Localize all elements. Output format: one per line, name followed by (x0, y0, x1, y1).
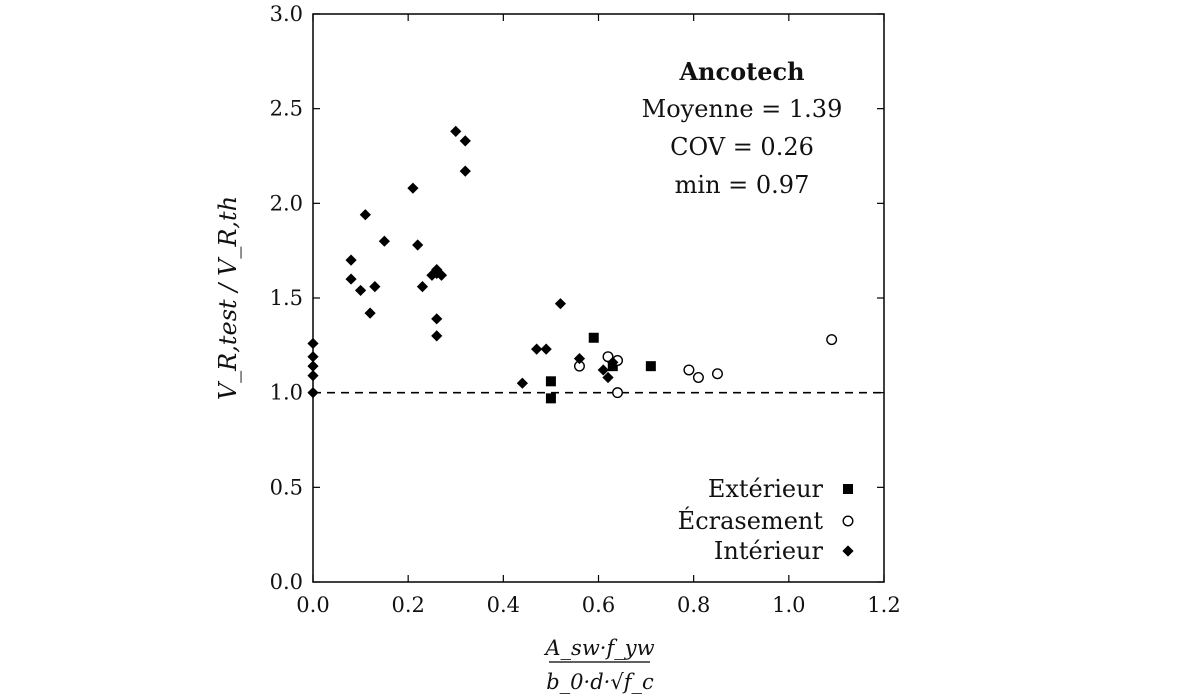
data-point-interieur (531, 343, 543, 355)
x-axis-label-denominator: b_0·d·√f_c (546, 670, 654, 694)
data-point-interieur (359, 209, 371, 221)
x-tick-label: 0.8 (677, 593, 710, 617)
data-point-interieur (516, 377, 528, 389)
stats-title: Ancotech (678, 57, 804, 86)
legend-label-interieur: Intérieur (714, 537, 824, 565)
data-point-interieur (459, 165, 471, 177)
data-point-interieur (369, 281, 381, 293)
axis-ticks: 0.0 0.2 0.4 0.6 0.8 1.0 1.2 0.0 0.5 1.0 1.5 2.0 2.5 3… (270, 2, 901, 617)
data-point-interieur (435, 269, 448, 281)
stats-mean: Moyenne = 1.39 (642, 95, 843, 123)
y-tick-label: 2.0 (270, 191, 303, 215)
data-point-interieur (607, 356, 619, 368)
data-point-interieur (431, 330, 443, 342)
data-point-interieur (354, 284, 367, 297)
y-tick-label: 1.5 (270, 286, 303, 310)
x-axis-label: A_sw·f_yw b_0·d·√f_c (543, 636, 654, 694)
data-point-interieur (407, 182, 419, 194)
data-point-exterieur (545, 393, 556, 404)
data-point-ecrasement (612, 387, 624, 399)
data-point-ecrasement (602, 351, 614, 363)
data-point-ecrasement (826, 334, 838, 346)
y-tick-label: 3.0 (270, 2, 303, 26)
legend-marker-interieur (842, 545, 854, 557)
plot-frame (312, 13, 885, 583)
data-point-interieur (412, 239, 424, 251)
y-axis-label: V_R,test / V_R,th (214, 196, 242, 400)
x-tick-label: 1.2 (867, 593, 900, 617)
x-tick-label: 1.0 (772, 593, 805, 617)
data-point-ecrasement (683, 364, 695, 376)
data-point-interieur (345, 273, 357, 285)
stats-min: min = 0.97 (675, 171, 810, 199)
data-point-interieur (364, 307, 376, 319)
legend-label-exterieur: Extérieur (708, 475, 824, 503)
data-point-interieur (597, 364, 609, 376)
x-tick-label: 0.0 (296, 593, 329, 617)
legend-marker-ecrasement (842, 515, 854, 527)
y-tick-label: 0.5 (270, 475, 303, 499)
y-tick-label: 0.0 (270, 570, 303, 594)
data-point-interieur (450, 125, 462, 137)
y-tick-label: 1.0 (270, 381, 303, 405)
data-point-interieur (573, 352, 586, 365)
stats-annotation: Ancotech Moyenne = 1.39 COV = 0.26 min =… (642, 57, 843, 199)
x-tick-label: 0.4 (487, 593, 520, 617)
data-point-exterieur (645, 361, 656, 372)
data-point-exterieur (588, 332, 599, 343)
x-tick-label: 0.2 (391, 593, 424, 617)
data-point-interieur (459, 135, 471, 147)
data-points (307, 125, 838, 404)
legend-label-ecrasement: Écrasement (678, 506, 824, 535)
data-point-ecrasement (711, 368, 723, 380)
data-point-interieur (602, 371, 614, 384)
stats-cov: COV = 0.26 (670, 133, 814, 161)
data-point-interieur (540, 343, 552, 355)
x-tick-label: 0.6 (582, 593, 615, 617)
data-point-interieur (431, 313, 443, 325)
data-point-ecrasement (692, 372, 704, 384)
data-point-interieur (416, 281, 429, 293)
data-point-interieur (554, 298, 567, 310)
y-tick-label: 2.5 (270, 97, 303, 121)
x-axis-label-numerator: A_sw·f_yw (543, 636, 654, 660)
data-point-interieur (426, 269, 438, 281)
data-point-interieur (378, 235, 390, 247)
data-point-exterieur (545, 376, 556, 387)
legend-marker-exterieur (843, 484, 853, 494)
data-point-interieur (345, 254, 357, 266)
